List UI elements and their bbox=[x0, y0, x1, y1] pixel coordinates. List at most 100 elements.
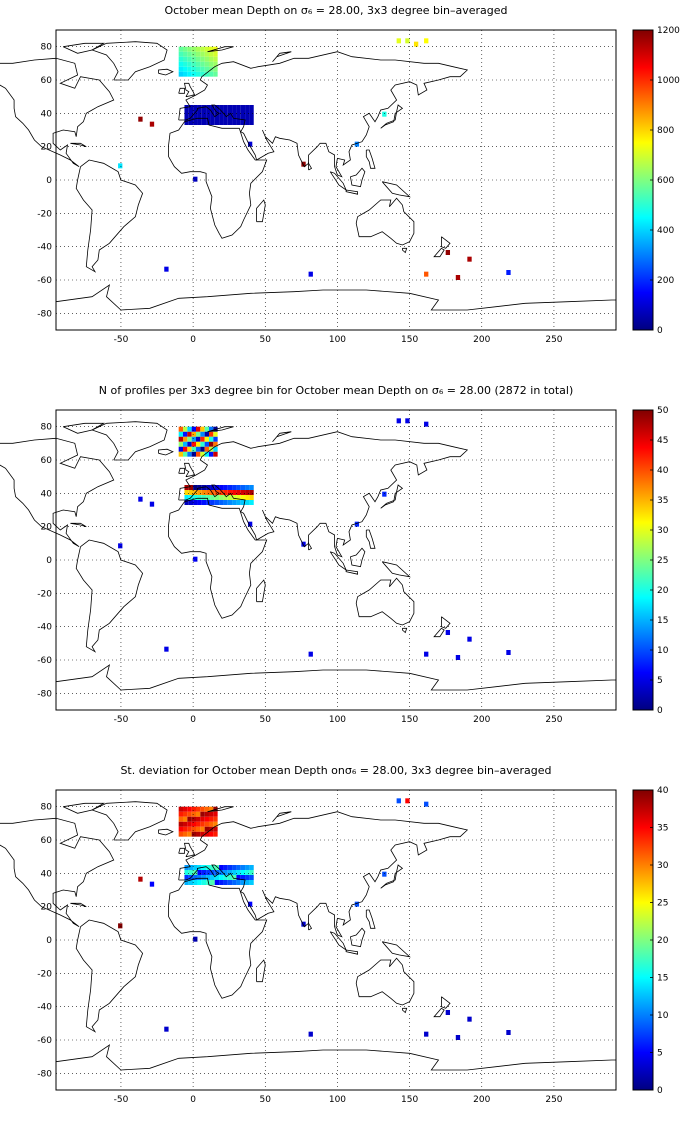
data-bin bbox=[249, 495, 254, 500]
data-bin bbox=[164, 1026, 169, 1032]
data-bin bbox=[208, 46, 214, 52]
data-bin bbox=[178, 431, 184, 437]
data-bin bbox=[214, 115, 220, 120]
data-bin bbox=[236, 485, 241, 490]
panel-mean-depth: October mean Depth on σ₆ = 28.00, 3x3 de… bbox=[0, 0, 696, 380]
data-bin bbox=[445, 250, 451, 255]
data-bin bbox=[223, 865, 228, 870]
coastline bbox=[0, 57, 115, 168]
data-bin bbox=[204, 821, 209, 827]
data-bin bbox=[223, 495, 228, 500]
coastline bbox=[433, 247, 445, 258]
data-bin bbox=[213, 446, 218, 452]
data-bin bbox=[204, 431, 209, 437]
coastline bbox=[168, 877, 268, 999]
data-bin bbox=[219, 870, 224, 875]
data-bin bbox=[396, 418, 401, 424]
data-bin bbox=[188, 120, 194, 125]
y-tick-label: -40 bbox=[37, 243, 52, 253]
data-bin bbox=[213, 821, 218, 827]
data-bin bbox=[210, 865, 215, 870]
data-bin bbox=[196, 441, 201, 447]
data-bin bbox=[188, 880, 194, 885]
coastline bbox=[402, 627, 408, 634]
data-bin bbox=[193, 495, 198, 500]
data-bin bbox=[308, 271, 313, 277]
coastline bbox=[75, 159, 144, 273]
data-bin bbox=[219, 490, 224, 495]
data-bin bbox=[183, 441, 188, 447]
data-bin bbox=[210, 870, 215, 875]
data-bin bbox=[201, 490, 207, 495]
data-bin bbox=[232, 875, 237, 880]
data-bin bbox=[204, 451, 209, 457]
panel-title: October mean Depth on σ₆ = 28.00, 3x3 de… bbox=[164, 4, 508, 17]
data-bin bbox=[210, 880, 215, 885]
data-bin bbox=[232, 105, 237, 110]
x-tick-label: 150 bbox=[401, 335, 418, 345]
y-tick-label: 60 bbox=[41, 76, 53, 86]
data-bin bbox=[183, 61, 188, 67]
data-bin bbox=[210, 120, 215, 125]
data-bin bbox=[249, 115, 254, 120]
y-tick-label: -20 bbox=[37, 969, 52, 979]
data-bin bbox=[213, 431, 218, 437]
y-tick-label: 60 bbox=[41, 836, 53, 846]
data-bin bbox=[214, 865, 220, 870]
y-tick-label: 80 bbox=[41, 43, 53, 53]
data-bin bbox=[183, 451, 188, 457]
x-tick-label: 50 bbox=[260, 1095, 272, 1105]
data-bin bbox=[187, 431, 192, 437]
data-bin bbox=[223, 120, 228, 125]
data-bin bbox=[227, 110, 233, 115]
data-bin bbox=[204, 436, 209, 442]
data-bin bbox=[245, 875, 250, 880]
data-bin bbox=[200, 441, 205, 447]
data-bin bbox=[213, 51, 218, 57]
data-bin bbox=[210, 485, 215, 490]
data-bin bbox=[206, 105, 211, 110]
data-bin bbox=[210, 490, 215, 495]
data-bin bbox=[227, 105, 233, 110]
coastline bbox=[55, 1044, 616, 1071]
data-bin bbox=[196, 71, 201, 77]
data-bin bbox=[219, 485, 224, 490]
data-bin bbox=[196, 446, 201, 452]
data-bin bbox=[188, 500, 194, 505]
data-bin bbox=[245, 110, 250, 115]
data-bin bbox=[201, 495, 207, 500]
coastline bbox=[433, 627, 445, 638]
data-bin bbox=[206, 865, 211, 870]
map-svg: -50 0 50 100 150 200 250806040200-20-40-60-800… bbox=[0, 406, 669, 725]
data-bin bbox=[232, 110, 237, 115]
coastline bbox=[178, 51, 469, 178]
data-bin bbox=[223, 875, 228, 880]
data-bin bbox=[201, 875, 207, 880]
coastline bbox=[308, 161, 313, 171]
data-bin bbox=[183, 431, 188, 437]
y-tick-label: 0 bbox=[46, 936, 52, 946]
data-bin bbox=[236, 880, 241, 885]
data-bin bbox=[424, 38, 429, 44]
data-bin bbox=[178, 56, 184, 62]
data-bin bbox=[197, 875, 202, 880]
x-tick-label: 250 bbox=[545, 335, 562, 345]
coastline bbox=[75, 539, 144, 653]
data-bin bbox=[219, 875, 224, 880]
data-bin bbox=[200, 826, 205, 832]
data-bin bbox=[204, 831, 209, 837]
data-bin bbox=[191, 816, 196, 822]
coastline bbox=[91, 421, 168, 461]
data-bin bbox=[396, 38, 401, 44]
data-bin bbox=[301, 161, 306, 167]
data-bin bbox=[405, 38, 410, 44]
data-bin bbox=[191, 56, 196, 62]
data-bin bbox=[196, 46, 201, 52]
data-bin bbox=[187, 811, 192, 817]
data-bin bbox=[200, 66, 205, 72]
data-bin bbox=[249, 485, 254, 490]
data-bin bbox=[204, 426, 209, 432]
data-bin bbox=[424, 421, 429, 427]
colorbar-tick-label: 10 bbox=[657, 646, 669, 656]
coastline bbox=[0, 817, 115, 928]
